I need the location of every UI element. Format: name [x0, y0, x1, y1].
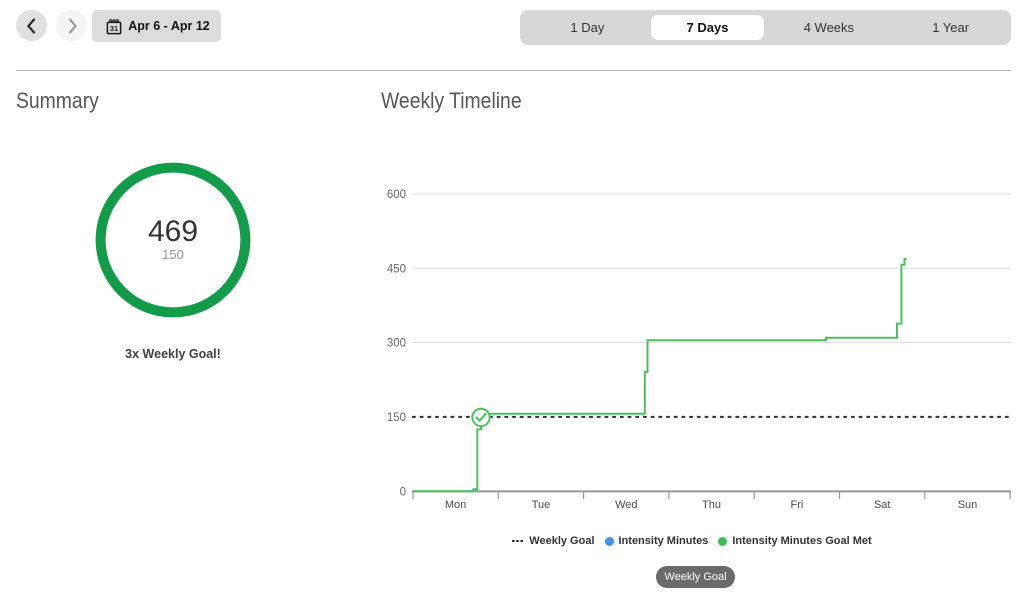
- svg-text:Fri: Fri: [790, 499, 803, 511]
- svg-text:150: 150: [387, 412, 406, 424]
- svg-text:31: 31: [110, 24, 118, 33]
- svg-text:Wed: Wed: [615, 499, 637, 511]
- svg-text:0: 0: [400, 486, 406, 498]
- svg-text:450: 450: [387, 263, 406, 275]
- svg-text:Thu: Thu: [702, 499, 721, 511]
- svg-text:600: 600: [387, 189, 406, 201]
- svg-text:Tue: Tue: [532, 499, 551, 511]
- svg-text:300: 300: [387, 338, 406, 350]
- svg-text:Mon: Mon: [445, 499, 466, 511]
- svg-text:Sat: Sat: [874, 499, 891, 511]
- svg-text:Sun: Sun: [958, 499, 978, 511]
